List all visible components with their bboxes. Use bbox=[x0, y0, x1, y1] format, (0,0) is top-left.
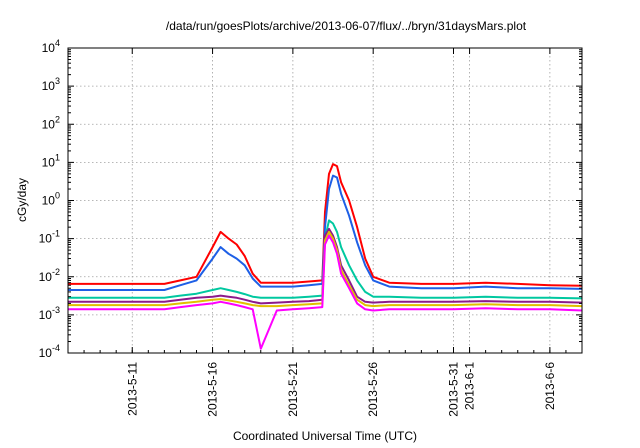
x-tick-label: 2013-5-21 bbox=[286, 362, 300, 417]
x-axis-label: Coordinated Universal Time (UTC) bbox=[233, 429, 417, 443]
x-tick-label: 2013-5-26 bbox=[366, 362, 380, 417]
y-tick-label: 10-4 bbox=[39, 343, 60, 360]
y-tick-label: 101 bbox=[42, 152, 60, 169]
y-axis-label: cGy/day bbox=[15, 178, 29, 222]
x-axis: 2013-5-11 2013-5-16 2013-5-21 2013-5-26 2013… bbox=[67, 48, 583, 417]
chart-title: /data/run/goesPlots/archive/2013-06-07/f… bbox=[166, 19, 527, 33]
y-tick-label: 100 bbox=[42, 191, 60, 208]
series-line-6 bbox=[68, 234, 583, 350]
grid bbox=[68, 48, 582, 353]
series-layer bbox=[68, 163, 583, 350]
y-tick-label: 103 bbox=[42, 76, 60, 93]
x-tick-label: 2013-5-11 bbox=[125, 362, 139, 416]
y-tick-label: 10-2 bbox=[39, 267, 60, 284]
x-tick-label: 2013-6-1 bbox=[463, 362, 477, 410]
series-line-2 bbox=[68, 174, 583, 291]
y-tick-label: 104 bbox=[42, 38, 60, 55]
x-tick-label: 2013-5-16 bbox=[206, 362, 220, 417]
y-axis: 10-4 10-3 10-2 10-1 100 101 102 103 104 bbox=[39, 38, 582, 360]
y-tick-label: 102 bbox=[42, 114, 60, 131]
y-tick-label: 10-1 bbox=[39, 229, 60, 246]
x-tick-label: 2013-5-31 bbox=[447, 362, 461, 417]
x-tick-label: 2013-6-6 bbox=[543, 362, 557, 410]
y-tick-label: 10-3 bbox=[39, 305, 60, 322]
